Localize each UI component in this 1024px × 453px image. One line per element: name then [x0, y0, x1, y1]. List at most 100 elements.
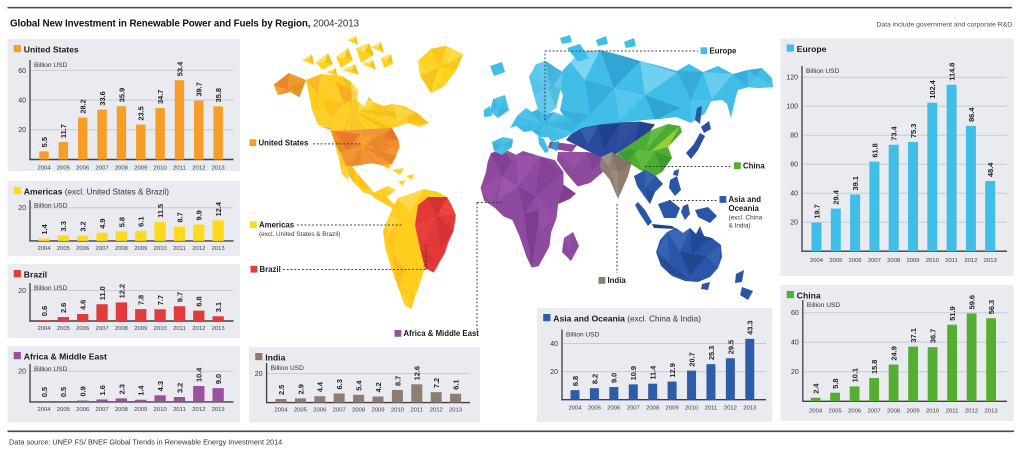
- svg-text:11.4: 11.4: [649, 365, 658, 380]
- svg-text:Oceania: Oceania: [729, 204, 760, 213]
- svg-text:Asia and: Asia and: [729, 195, 762, 204]
- svg-text:2008: 2008: [115, 246, 129, 252]
- svg-text:29.5: 29.5: [726, 340, 735, 354]
- svg-text:60: 60: [791, 310, 799, 317]
- svg-text:Billion USD: Billion USD: [34, 285, 68, 292]
- svg-text:United States: United States: [259, 138, 309, 147]
- svg-text:2005: 2005: [57, 166, 71, 172]
- svg-text:33.6: 33.6: [98, 91, 107, 105]
- svg-text:40: 40: [550, 341, 558, 348]
- svg-text:India: India: [265, 352, 285, 362]
- svg-text:2004: 2004: [568, 406, 582, 412]
- svg-text:0.9: 0.9: [79, 386, 88, 396]
- svg-text:Global New Investment in Renew: Global New Investment in Renewable Power…: [10, 19, 360, 30]
- svg-text:2011: 2011: [173, 246, 186, 252]
- svg-text:2007: 2007: [95, 326, 108, 332]
- svg-text:Billion USD: Billion USD: [566, 332, 600, 339]
- svg-text:6.8: 6.8: [571, 376, 580, 386]
- svg-text:20: 20: [255, 371, 263, 378]
- svg-text:Asia and Oceania (excl. China: Asia and Oceania (excl. China & India): [553, 313, 701, 323]
- svg-text:2011: 2011: [945, 258, 958, 264]
- svg-text:2008: 2008: [646, 406, 660, 412]
- svg-text:12.9: 12.9: [668, 363, 677, 377]
- svg-text:2006: 2006: [849, 258, 863, 264]
- svg-text:Africa & Middle East: Africa & Middle East: [404, 329, 480, 338]
- svg-text:2007: 2007: [868, 258, 881, 264]
- svg-text:100: 100: [786, 104, 798, 111]
- svg-text:2006: 2006: [607, 406, 621, 412]
- svg-text:11.0: 11.0: [98, 286, 107, 300]
- svg-text:2011: 2011: [410, 408, 423, 414]
- svg-text:2013: 2013: [743, 406, 757, 412]
- svg-text:4.4: 4.4: [316, 381, 325, 392]
- svg-text:86.4: 86.4: [967, 107, 976, 122]
- svg-text:2006: 2006: [76, 166, 90, 172]
- svg-text:2009: 2009: [907, 408, 920, 414]
- svg-text:5.4: 5.4: [355, 380, 364, 391]
- svg-text:2006: 2006: [76, 407, 90, 413]
- svg-text:4.9: 4.9: [98, 219, 107, 229]
- svg-text:2005: 2005: [57, 407, 71, 413]
- svg-text:12.6: 12.6: [413, 366, 422, 380]
- svg-text:20.7: 20.7: [687, 352, 696, 366]
- svg-text:2008: 2008: [115, 407, 129, 413]
- svg-text:2010: 2010: [685, 406, 699, 412]
- svg-text:2010: 2010: [154, 246, 168, 252]
- svg-text:China: China: [797, 290, 821, 300]
- svg-text:102.4: 102.4: [928, 79, 937, 98]
- svg-text:2013: 2013: [212, 407, 226, 413]
- svg-text:40: 40: [18, 98, 26, 105]
- svg-text:2011: 2011: [705, 406, 718, 412]
- svg-text:2012: 2012: [964, 258, 977, 264]
- svg-text:80: 80: [790, 133, 798, 140]
- svg-text:2010: 2010: [391, 408, 405, 414]
- svg-text:2005: 2005: [588, 406, 602, 412]
- svg-text:37.1: 37.1: [909, 328, 918, 342]
- svg-text:2004: 2004: [274, 408, 288, 414]
- svg-text:20: 20: [18, 127, 26, 134]
- svg-text:19.7: 19.7: [812, 204, 821, 218]
- svg-text:Africa & Middle East: Africa & Middle East: [24, 351, 107, 361]
- svg-text:4.3: 4.3: [156, 381, 165, 391]
- svg-text:39.7: 39.7: [195, 82, 204, 96]
- svg-text:2008: 2008: [115, 326, 129, 332]
- svg-text:24.9: 24.9: [890, 346, 899, 360]
- svg-text:12.2: 12.2: [117, 284, 126, 298]
- svg-text:Brazil: Brazil: [24, 269, 47, 279]
- svg-text:0.5: 0.5: [40, 387, 49, 397]
- svg-text:2012: 2012: [965, 408, 978, 414]
- svg-text:2010: 2010: [154, 326, 168, 332]
- svg-text:2008: 2008: [887, 408, 901, 414]
- svg-text:2.5: 2.5: [277, 385, 286, 395]
- svg-text:2009: 2009: [906, 258, 919, 264]
- svg-text:6.8: 6.8: [195, 296, 204, 306]
- svg-text:(excl. United States & Brazil): (excl. United States & Brazil): [259, 231, 340, 238]
- svg-text:35.8: 35.8: [214, 88, 223, 102]
- svg-text:12.4: 12.4: [214, 201, 223, 216]
- svg-text:73.4: 73.4: [890, 125, 899, 140]
- svg-text:7.7: 7.7: [156, 295, 165, 305]
- svg-text:2010: 2010: [926, 258, 940, 264]
- svg-text:2005: 2005: [57, 246, 71, 252]
- svg-text:25.3: 25.3: [707, 346, 716, 360]
- svg-text:4.6: 4.6: [79, 300, 88, 310]
- svg-text:2010: 2010: [154, 407, 168, 413]
- svg-text:20: 20: [550, 369, 558, 376]
- svg-text:2010: 2010: [154, 166, 168, 172]
- svg-text:39.1: 39.1: [851, 176, 860, 190]
- svg-text:2004: 2004: [37, 326, 51, 332]
- svg-text:Billion USD: Billion USD: [807, 302, 841, 309]
- svg-text:1.4: 1.4: [40, 223, 49, 234]
- svg-text:9.9: 9.9: [195, 210, 204, 220]
- svg-text:2009: 2009: [134, 326, 147, 332]
- svg-text:Billion USD: Billion USD: [34, 366, 68, 373]
- svg-text:Billion USD: Billion USD: [34, 202, 68, 209]
- svg-text:2005: 2005: [57, 326, 71, 332]
- svg-text:5.8: 5.8: [831, 378, 840, 388]
- svg-text:2006: 2006: [76, 246, 90, 252]
- svg-text:7.2: 7.2: [432, 378, 441, 388]
- svg-text:20: 20: [790, 220, 798, 227]
- svg-text:2013: 2013: [985, 408, 999, 414]
- svg-text:Data include government and co: Data include government and corporate R&…: [876, 22, 1014, 29]
- svg-text:2007: 2007: [627, 406, 640, 412]
